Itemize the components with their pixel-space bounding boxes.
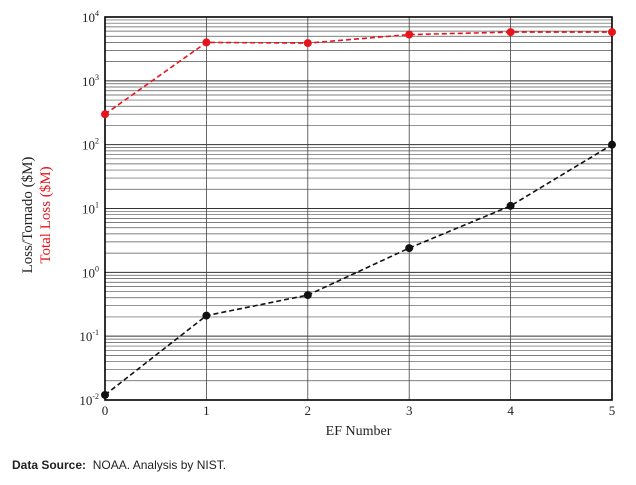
x-tick-label: 3 <box>406 403 413 418</box>
y-tick-label: 100 <box>82 264 99 280</box>
data-source-note: Data Source: NOAA. Analysis by NIST. <box>12 458 226 472</box>
y-tick-exponent: -1 <box>92 328 99 337</box>
y-tick-exponent: 3 <box>95 73 99 82</box>
data-point <box>506 28 515 37</box>
data-point <box>506 201 515 210</box>
data-point <box>608 140 616 149</box>
x-tick-label: 1 <box>203 403 210 418</box>
y-tick-exponent: -2 <box>92 392 99 401</box>
y-tick-label: 10-2 <box>79 392 99 408</box>
data-point <box>202 38 211 47</box>
y-tick-label: 104 <box>82 9 99 25</box>
y-tick-label: 102 <box>82 137 99 153</box>
y-tick-exponent: 1 <box>95 201 99 210</box>
y-tick-label: 103 <box>82 73 99 89</box>
plot-frame <box>104 16 613 401</box>
y-tick-exponent: 0 <box>95 264 99 273</box>
x-tick-label: 2 <box>305 403 312 418</box>
data-point <box>202 311 211 320</box>
y-tick-exponent: 2 <box>95 137 99 146</box>
data-point <box>303 39 312 48</box>
y-tick-label: 10-1 <box>79 328 99 344</box>
y-tick-exponent: 4 <box>95 9 99 18</box>
y-axis-label: Loss/Tornado ($M) <box>20 157 36 274</box>
data-point <box>303 291 312 300</box>
y-tick-label: 101 <box>82 201 99 217</box>
data-point <box>405 30 414 39</box>
data-point <box>405 244 414 253</box>
series-line <box>104 31 612 115</box>
data-point <box>608 28 616 37</box>
x-tick-label: 4 <box>507 403 514 418</box>
x-tick-label: 5 <box>609 403 616 418</box>
x-tick-label: 0 <box>102 403 109 418</box>
y-axis-label-secondary: Total Loss ($M) <box>38 166 54 263</box>
data-source-label: Data Source: <box>12 458 87 472</box>
x-axis-label: EF Number <box>326 424 392 439</box>
data-point <box>101 110 109 119</box>
data-point <box>101 390 109 399</box>
data-source-text: NOAA. Analysis by NIST. <box>92 458 227 472</box>
series-line <box>104 143 613 396</box>
